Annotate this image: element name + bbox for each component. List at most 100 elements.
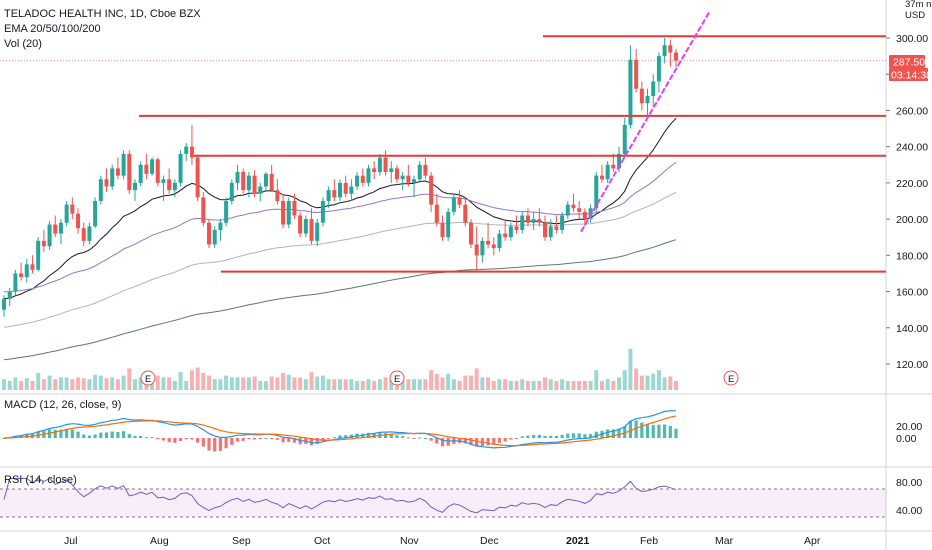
volume-bar [440, 377, 445, 390]
volume-bar [7, 381, 12, 390]
candle-body [229, 182, 234, 201]
volume-bar [594, 370, 599, 390]
trendline[interactable] [580, 10, 711, 233]
countdown-badge [889, 68, 928, 81]
candle-body [577, 208, 582, 212]
price-tick-label: 120.00 [896, 359, 928, 371]
candle-body [161, 179, 166, 183]
volume-bar [656, 370, 661, 390]
volume-bar [668, 376, 673, 390]
candle-body [320, 201, 325, 223]
candle-body [497, 233, 502, 249]
macd-histogram-bar [150, 437, 154, 439]
volume-bar [258, 381, 263, 390]
candle-body [246, 175, 251, 191]
candle-body [19, 273, 24, 278]
candle-body [286, 201, 291, 225]
support-resistance-levels[interactable] [139, 10, 886, 273]
volume-bar [155, 375, 160, 390]
volume-bar [486, 377, 491, 390]
volume-bar [360, 381, 365, 390]
candle-body [127, 153, 132, 191]
symbol-title[interactable]: TELADOC HEALTH INC, 1D, Cboe BZX [4, 8, 201, 20]
volume-bar [377, 379, 382, 390]
volume-bar [588, 381, 593, 390]
candle-body [656, 56, 661, 82]
volume-bar [372, 381, 377, 390]
volume-bar [229, 377, 234, 390]
volume-bar [639, 375, 644, 390]
macd-histogram-bar [116, 431, 120, 438]
candle-body [41, 240, 46, 247]
candle-body [178, 153, 183, 183]
volume-bar [320, 375, 325, 390]
candle-body [343, 182, 348, 194]
macd-histogram-bar [435, 438, 439, 444]
macd-histogram-bar [196, 438, 200, 443]
earnings-marker[interactable] [723, 370, 739, 386]
candle-body [594, 175, 599, 209]
macd-histogram-bar [127, 434, 131, 438]
ema-legend[interactable]: EMA 20/50/100/200 [4, 23, 101, 35]
macd-histogram-bar [25, 433, 29, 438]
macd-histogram-bar [520, 436, 524, 438]
candle-body [292, 201, 297, 216]
candle-body [377, 157, 382, 173]
candle-body [605, 164, 610, 180]
candle-body [446, 211, 451, 238]
macd-histogram-bar [178, 438, 183, 441]
candle-body [360, 175, 365, 183]
macd-legend[interactable]: MACD (12, 26, close, 9) [4, 399, 122, 411]
candle-body [520, 215, 525, 230]
rsi-line [3, 477, 677, 514]
macd-histogram-bar [492, 438, 496, 445]
macd-histogram-bar [372, 432, 376, 438]
macd-histogram-bar [577, 433, 581, 438]
volume-bar [565, 381, 570, 390]
macd-panel [2, 410, 678, 452]
macd-histogram-bar [446, 438, 450, 446]
volume-bar [463, 375, 468, 390]
macd-histogram-bar [640, 422, 644, 438]
volume-bar [514, 381, 519, 390]
candle-body [184, 146, 189, 154]
candle-body [463, 204, 468, 223]
volume-legend[interactable]: Vol (20) [4, 38, 42, 50]
volume-bar [167, 377, 172, 390]
volume-bar [127, 368, 132, 390]
volume-bar [19, 381, 24, 390]
currency-label[interactable]: USD [905, 10, 925, 21]
macd-histogram-bar [2, 438, 6, 439]
candle-body [400, 175, 405, 180]
macd-histogram-bar [566, 433, 570, 438]
candle-body [281, 201, 286, 225]
rsi-legend[interactable]: RSI (14, close) [4, 474, 77, 486]
candle-body [451, 197, 456, 212]
volume-bar [355, 381, 360, 390]
macd-histogram-bar [617, 428, 621, 438]
macd-histogram-bar [383, 433, 388, 438]
candle-body [93, 201, 98, 227]
volume-bar [571, 381, 576, 390]
volume-bar [634, 368, 639, 390]
volume-bar [406, 379, 411, 390]
candle-body [338, 182, 342, 198]
earnings-marker[interactable] [140, 370, 156, 386]
macd-line [3, 410, 677, 449]
macd-histogram-bar [594, 431, 598, 438]
volume-bar [309, 372, 314, 390]
macd-histogram-bar [207, 438, 211, 451]
candle-body [571, 204, 576, 209]
macd-histogram-bar [218, 438, 223, 451]
volume-bar [389, 379, 394, 390]
macd-histogram-bar [588, 434, 593, 438]
volume-bar [674, 381, 678, 390]
candle-body [617, 153, 622, 169]
earnings-marker[interactable] [389, 370, 405, 386]
volume-bar [275, 377, 280, 390]
volume-bar [554, 381, 559, 390]
candle-body [355, 175, 360, 187]
macd-histogram-bar [47, 429, 52, 438]
ema-100-line [3, 192, 677, 328]
